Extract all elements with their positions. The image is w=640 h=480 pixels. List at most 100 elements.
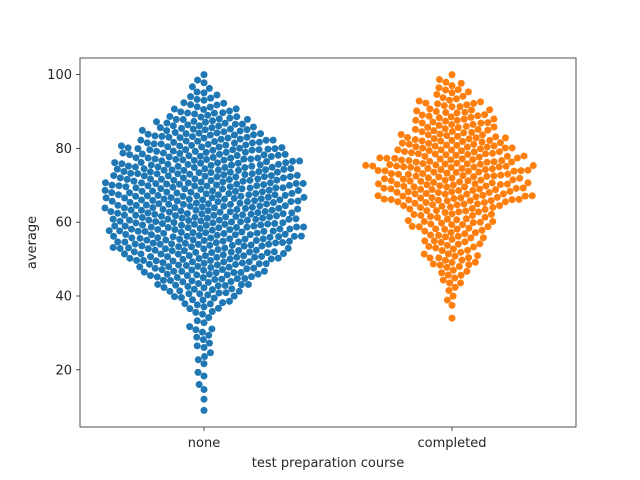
- data-point-none: [156, 240, 164, 248]
- data-point-none: [214, 304, 222, 312]
- data-point-completed: [418, 128, 426, 136]
- data-point-none: [221, 244, 229, 252]
- data-point-none: [215, 143, 223, 151]
- data-point-none: [240, 252, 248, 260]
- data-point-completed: [411, 136, 419, 144]
- data-point-none: [165, 153, 173, 161]
- data-point-completed: [521, 192, 529, 200]
- data-point-none: [138, 126, 146, 134]
- data-point-none: [195, 122, 203, 130]
- data-point-none: [107, 208, 115, 216]
- data-point-completed: [459, 137, 467, 145]
- data-point-completed: [434, 196, 442, 204]
- data-point-none: [192, 326, 200, 334]
- data-point-completed: [483, 158, 491, 166]
- data-point-none: [205, 84, 213, 92]
- data-point-none: [292, 215, 300, 223]
- y-tick-label: 20: [55, 363, 72, 378]
- data-point-none: [200, 71, 208, 79]
- data-point-completed: [490, 158, 498, 166]
- data-point-none: [207, 161, 215, 169]
- data-point-completed: [394, 198, 402, 206]
- data-point-none: [219, 109, 227, 117]
- data-point-completed: [462, 215, 470, 223]
- data-point-none: [125, 216, 133, 224]
- data-point-none: [158, 132, 166, 140]
- data-point-completed: [441, 233, 449, 241]
- data-point-none: [281, 150, 289, 158]
- data-point-none: [164, 253, 172, 261]
- data-point-completed: [399, 192, 407, 200]
- data-point-completed: [447, 146, 455, 154]
- data-point-completed: [474, 252, 482, 260]
- data-point-none: [190, 117, 198, 125]
- data-point-none: [186, 323, 194, 331]
- data-point-none: [174, 162, 182, 170]
- data-point-none: [220, 99, 228, 107]
- data-point-none: [110, 172, 118, 180]
- data-point-none: [285, 237, 293, 245]
- data-point-completed: [495, 163, 503, 171]
- data-point-none: [223, 271, 231, 279]
- data-point-none: [239, 211, 247, 219]
- data-point-none: [190, 220, 198, 228]
- data-point-none: [243, 198, 251, 206]
- data-point-none: [167, 194, 175, 202]
- data-point-none: [215, 289, 223, 297]
- data-point-completed: [435, 84, 443, 92]
- data-point-completed: [404, 133, 412, 141]
- data-point-completed: [383, 154, 391, 162]
- data-point-completed: [412, 116, 420, 124]
- data-point-none: [214, 159, 222, 167]
- data-point-none: [132, 201, 140, 209]
- data-point-completed: [408, 222, 416, 230]
- data-point-none: [168, 166, 176, 174]
- data-point-none: [200, 386, 208, 394]
- data-point-completed: [461, 238, 469, 246]
- data-point-none: [134, 145, 142, 153]
- data-point-none: [188, 258, 196, 266]
- data-point-completed: [467, 113, 475, 121]
- data-point-none: [201, 165, 209, 173]
- data-point-completed: [400, 163, 408, 171]
- data-point-completed: [464, 88, 472, 96]
- data-point-none: [149, 196, 157, 204]
- data-point-none: [271, 191, 279, 199]
- data-point-completed: [442, 109, 450, 117]
- data-point-completed: [477, 119, 485, 127]
- data-point-none: [222, 213, 230, 221]
- data-point-none: [254, 175, 262, 183]
- data-point-none: [243, 115, 251, 123]
- data-point-none: [175, 261, 183, 269]
- data-point-completed: [453, 141, 461, 149]
- data-point-none: [179, 156, 187, 164]
- data-point-none: [151, 132, 159, 140]
- data-point-none: [193, 342, 201, 350]
- data-point-none: [190, 156, 198, 164]
- data-point-none: [158, 212, 165, 220]
- data-point-none: [155, 200, 163, 208]
- data-point-none: [279, 210, 287, 218]
- data-point-none: [220, 171, 228, 179]
- data-point-none: [229, 146, 237, 154]
- data-point-none: [247, 155, 255, 163]
- data-point-none: [254, 209, 262, 217]
- data-point-none: [254, 154, 262, 162]
- data-point-completed: [432, 207, 440, 215]
- data-point-completed: [449, 245, 457, 253]
- data-point-none: [219, 266, 227, 274]
- data-point-none: [153, 273, 161, 281]
- data-point-completed: [448, 235, 456, 243]
- data-point-none: [116, 217, 124, 225]
- data-point-none: [231, 120, 239, 128]
- data-point-none: [276, 225, 284, 233]
- data-point-completed: [475, 208, 482, 216]
- data-point-none: [192, 206, 200, 214]
- data-point-completed: [417, 185, 425, 193]
- data-point-none: [208, 286, 216, 294]
- data-point-completed: [391, 154, 399, 162]
- data-point-completed: [456, 103, 464, 111]
- data-point-none: [164, 172, 172, 180]
- data-point-none: [221, 164, 229, 172]
- data-point-none: [179, 200, 187, 208]
